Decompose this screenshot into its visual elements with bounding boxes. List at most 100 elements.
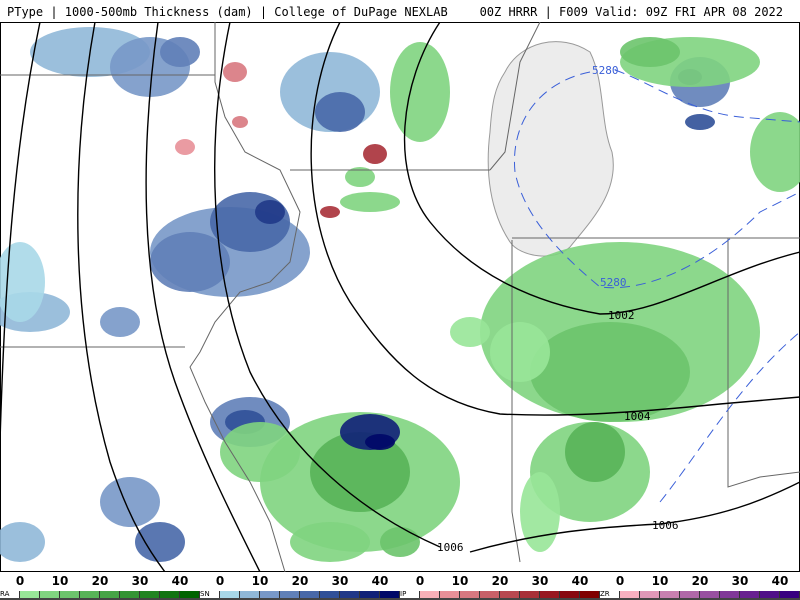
legend-swatch: [20, 591, 40, 598]
legend-swatch: [40, 591, 60, 598]
legend-swatch: [620, 591, 640, 598]
legend-tick: 10: [451, 574, 469, 588]
legend-label-sn: SN: [200, 591, 220, 598]
label-5280-south: 5280: [600, 276, 627, 289]
label-1006-east: 1006: [652, 519, 679, 532]
legend-tick: 40: [771, 574, 789, 588]
precip-area: [520, 472, 560, 552]
precip-area: [175, 139, 195, 155]
legend-swatch: [700, 591, 720, 598]
precip-area: [255, 200, 285, 224]
precip-area: [685, 114, 715, 130]
legend-swatch: [440, 591, 460, 598]
legend-swatch: [420, 591, 440, 598]
precip-area: [160, 37, 200, 67]
precipitation-layer: [0, 27, 800, 562]
weather-map: 1002 1004 1006 1006 5280 5280: [0, 22, 800, 572]
precip-area: [135, 522, 185, 562]
legend-tick: 0: [415, 574, 425, 588]
legend-swatch: [240, 591, 260, 598]
legend-tick: 10: [251, 574, 269, 588]
legend-swatch: [140, 591, 160, 598]
legend-tick: 40: [571, 574, 589, 588]
ptype-legend-bar: RA SN IP ZR: [0, 591, 800, 600]
legend-tick: 30: [731, 574, 749, 588]
legend-swatch: [580, 591, 600, 598]
precip-area: [150, 232, 230, 292]
legend-swatch: [100, 591, 120, 598]
legend-swatch: [300, 591, 320, 598]
legend-swatch: [120, 591, 140, 598]
legend-tick: 20: [491, 574, 509, 588]
precip-area: [345, 167, 375, 187]
contour-labels: 1002 1004 1006 1006 5280 5280: [437, 64, 679, 554]
legend-tick: 0: [615, 574, 625, 588]
legend-swatch: [780, 591, 800, 598]
legend-swatch: [80, 591, 100, 598]
precip-area: [365, 434, 395, 450]
legend-tick: 30: [531, 574, 549, 588]
precip-area: [565, 422, 625, 482]
legend-swatch: [360, 591, 380, 598]
precip-area: [0, 522, 45, 562]
legend-swatch: [540, 591, 560, 598]
legend-tick: 30: [131, 574, 149, 588]
precip-area: [315, 92, 365, 132]
lake-michigan: [487, 41, 614, 257]
legend-swatch: [220, 591, 240, 598]
legend-swatch: [260, 591, 280, 598]
label-1002: 1002: [608, 309, 635, 322]
precip-area: [220, 422, 300, 482]
precip-area: [100, 307, 140, 337]
legend-tick: 0: [15, 574, 25, 588]
valid-time: 00Z HRRR | F009 Valid: 09Z FRI APR 08 20…: [479, 5, 783, 19]
precip-area: [320, 206, 340, 218]
legend-ticks: 0 10 20 30 40 0 10 20 30 40 0 10 20 30 40 0 10 20 30 40: [0, 574, 800, 590]
legend-swatch: [160, 591, 180, 598]
legend-swatch: [460, 591, 480, 598]
legend-swatch: [320, 591, 340, 598]
precip-area: [450, 317, 490, 347]
precip-area: [620, 37, 680, 67]
header: PType | 1000-500mb Thickness (dam) | Col…: [0, 0, 800, 22]
legend-tick: 10: [51, 574, 69, 588]
legend-swatch: [720, 591, 740, 598]
precip-area: [223, 62, 247, 82]
precip-area: [100, 477, 160, 527]
legend-label-ra: RA: [0, 591, 20, 598]
precip-area: [290, 522, 370, 562]
legend-swatch: [680, 591, 700, 598]
precip-area: [0, 242, 45, 322]
legend-swatch: [500, 591, 520, 598]
legend-tick: 20: [691, 574, 709, 588]
legend-swatch: [640, 591, 660, 598]
precip-area: [380, 527, 420, 557]
legend-tick: 10: [651, 574, 669, 588]
legend-tick: 40: [371, 574, 389, 588]
thickness-5280-lines: [513, 69, 800, 503]
precip-area: [232, 116, 248, 128]
legend-tick: 20: [91, 574, 109, 588]
legend-swatch: [380, 591, 400, 598]
legend-label-ip: IP: [400, 591, 420, 598]
label-1006-west: 1006: [437, 541, 464, 554]
legend-swatch: [560, 591, 580, 598]
legend-swatch: [660, 591, 680, 598]
legend-swatch: [520, 591, 540, 598]
precip-area: [390, 42, 450, 142]
state-borders: [0, 22, 800, 572]
precip-area: [363, 144, 387, 164]
precip-area: [490, 322, 550, 382]
legend-swatch: [760, 591, 780, 598]
legend-swatch: [280, 591, 300, 598]
thickness-contours: [0, 22, 800, 572]
legend-tick: 40: [171, 574, 189, 588]
label-5280-north: 5280: [592, 64, 619, 77]
legend-swatch: [340, 591, 360, 598]
legend-label-zr: ZR: [600, 591, 620, 598]
legend-tick: 30: [331, 574, 349, 588]
precip-area: [750, 112, 800, 192]
precip-area: [530, 322, 690, 422]
precip-area: [340, 192, 400, 212]
legend-swatch: [480, 591, 500, 598]
